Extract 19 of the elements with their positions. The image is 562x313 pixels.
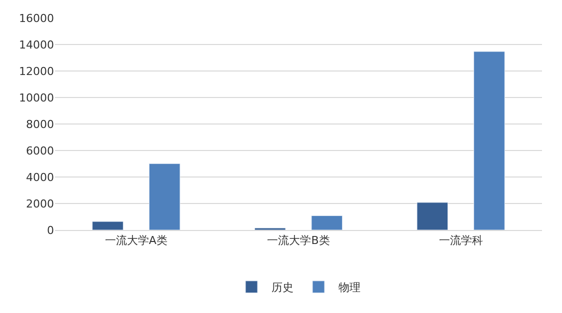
x-tick-label: 一流大学A类 (104, 234, 168, 248)
y-tick-label: 2000 (26, 197, 54, 210)
bar (92, 221, 124, 230)
bar (148, 163, 180, 230)
y-tick-label: 0 (47, 224, 54, 237)
x-tick-label: 一流学科 (438, 234, 483, 248)
legend-label: 历史 (272, 281, 294, 294)
y-tick-label: 16000 (19, 12, 54, 25)
legend-label: 物理 (338, 281, 360, 294)
y-tick-label: 6000 (26, 144, 54, 158)
bar (311, 215, 343, 230)
y-tick-label: 14000 (19, 38, 54, 52)
x-tick-label: 一流大学B类 (267, 234, 330, 248)
bar (416, 202, 448, 230)
y-tick-label: 12000 (19, 64, 54, 78)
bar (474, 51, 505, 230)
y-tick-label: 10000 (19, 91, 54, 104)
y-tick-label: 8000 (26, 118, 54, 131)
y-tick-label: 4000 (26, 170, 54, 184)
